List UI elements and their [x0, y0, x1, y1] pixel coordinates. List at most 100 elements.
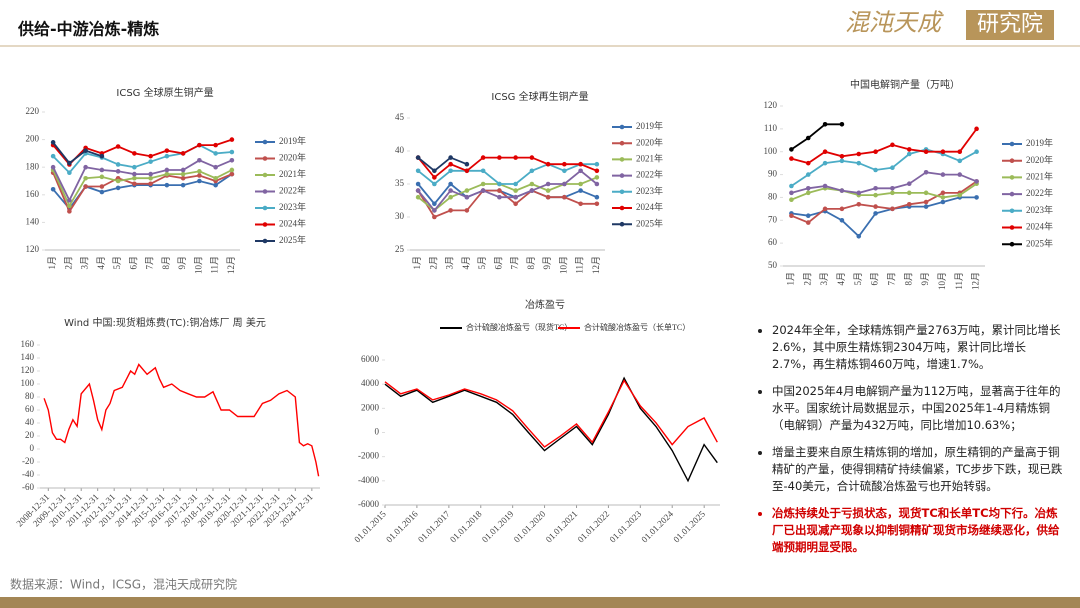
point — [480, 181, 486, 187]
legend-label: 2022年 — [1026, 187, 1053, 198]
x-tick-label: 2月 — [63, 256, 73, 270]
y-tick-label: 50 — [768, 260, 778, 270]
point — [99, 189, 105, 195]
note: 中国2025年4月电解铜产量为112万吨，显著高于往年的水平。国家统计局数据显示… — [772, 383, 1063, 434]
point — [856, 190, 862, 196]
y-tick-label: 80 — [25, 391, 35, 401]
point — [497, 194, 502, 200]
point — [789, 147, 794, 152]
series-line — [417, 176, 598, 212]
x-tick-label: 01.01.2016 — [384, 508, 420, 544]
x-tick-label: 8月 — [526, 256, 536, 270]
x-tick-label: 11月 — [210, 256, 220, 274]
point — [83, 184, 88, 189]
point — [578, 188, 583, 193]
legend-label: 2025年 — [279, 234, 306, 245]
legend-dot — [1009, 141, 1015, 147]
note: 2024年全年，全球精炼铜产量2763万吨，累计同比增长2.6%，其中原生精炼铜… — [772, 322, 1063, 373]
point — [132, 151, 137, 156]
point — [229, 137, 235, 142]
point — [923, 190, 929, 196]
legend-dot — [1009, 225, 1015, 230]
point — [67, 170, 72, 176]
series-line — [52, 169, 233, 208]
x-tick-label: 6月 — [870, 272, 880, 286]
legend-dot — [262, 238, 268, 244]
legend-dot — [619, 205, 625, 211]
legend-dot — [262, 172, 268, 178]
series-line — [790, 148, 978, 187]
x-tick-label: 12月 — [971, 272, 981, 290]
point — [789, 190, 794, 196]
legend-label: 2022年 — [279, 185, 306, 196]
point — [513, 201, 518, 207]
point — [115, 162, 121, 167]
point — [197, 158, 202, 163]
point — [432, 181, 437, 187]
point — [67, 160, 72, 166]
point — [789, 156, 794, 161]
point — [856, 201, 862, 207]
point — [448, 188, 453, 193]
point — [822, 160, 828, 166]
point — [148, 181, 153, 187]
legend-dot — [262, 189, 268, 194]
point — [940, 195, 946, 200]
legend-dot — [1009, 158, 1015, 163]
point — [906, 147, 912, 152]
point — [432, 208, 437, 213]
point — [148, 153, 153, 159]
point — [974, 195, 979, 200]
point — [448, 155, 453, 160]
x-tick-label: 8月 — [903, 272, 913, 286]
legend-label: 2024年 — [279, 218, 306, 229]
point — [115, 178, 121, 184]
point — [67, 198, 72, 203]
x-tick-label: 01.01.2015 — [352, 508, 388, 544]
legend-dot — [619, 140, 625, 146]
y-tick-label: 120 — [764, 100, 778, 110]
point — [229, 171, 235, 177]
slide-title: 供给-中游冶炼-精炼 — [17, 20, 159, 39]
point — [415, 181, 421, 187]
x-tick-label: 11月 — [575, 256, 585, 274]
series-line — [384, 376, 718, 483]
chart-title: 冶炼盈亏 — [525, 298, 565, 311]
x-tick-label: 4月 — [461, 256, 471, 270]
point — [529, 188, 535, 193]
point — [464, 168, 470, 174]
point — [594, 194, 600, 200]
x-tick-label: 7月 — [145, 256, 155, 270]
note: 冶炼持续处于亏损状态，现货TC和长单TC均下行。冶炼厂已出现减产现象以抑制铜精矿… — [772, 505, 1063, 556]
point — [497, 188, 502, 193]
point — [578, 201, 583, 207]
series-line — [417, 156, 598, 179]
point — [562, 168, 567, 174]
point — [906, 190, 912, 196]
series-line — [791, 171, 977, 194]
y-tick-label: -40 — [22, 469, 34, 479]
series-line — [791, 128, 978, 165]
legend-dot — [619, 157, 625, 162]
point — [448, 181, 453, 187]
point — [132, 181, 137, 187]
point — [594, 201, 600, 207]
point — [578, 168, 583, 174]
x-tick-label: 5月 — [477, 256, 487, 270]
point — [513, 155, 518, 160]
y-tick-label: 30 — [395, 211, 405, 221]
point — [197, 169, 202, 174]
point — [923, 204, 929, 209]
point — [448, 194, 453, 200]
y-tick-label: 25 — [395, 244, 405, 254]
y-tick-label: 0 — [30, 443, 35, 453]
y-tick-label: 80 — [768, 191, 778, 201]
x-tick-label: 01.01.2023 — [607, 508, 643, 544]
point — [513, 181, 518, 187]
point — [562, 194, 567, 200]
point — [906, 201, 912, 207]
x-tick-label: 11月 — [954, 272, 964, 290]
note: 增量主要来自原生精炼铜的增加，原生精铜的产量高于铜精矿的产量，使得铜精矿持续偏紧… — [772, 444, 1063, 495]
x-tick-label: 3月 — [819, 272, 829, 286]
point — [213, 182, 218, 188]
